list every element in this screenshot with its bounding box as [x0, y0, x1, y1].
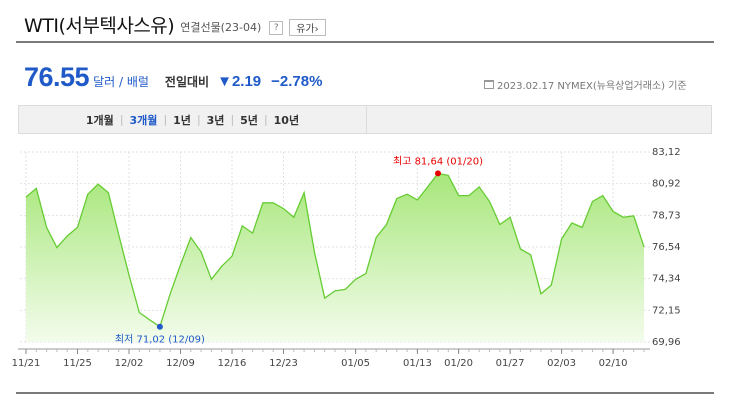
period-tab-4[interactable]: 5년 — [240, 113, 258, 127]
x-tick-label: 12/09 — [166, 358, 195, 369]
period-separator: | — [119, 113, 124, 126]
contract-subtitle: 연결선물(23-04) — [180, 21, 262, 34]
price-line — [25, 172, 645, 328]
y-tick-label: 83,12 — [652, 147, 681, 158]
period-bar: 1개월 | 3개월 | 1년 | 3년 | 5년 | 10년 — [18, 105, 712, 134]
change-label: 전일대비 — [164, 75, 210, 89]
current-price: 76.55 — [24, 62, 90, 92]
price-area — [26, 173, 644, 342]
period-separator: | — [163, 113, 168, 126]
x-tick-label: 11/21 — [12, 358, 41, 369]
period-separator: | — [263, 113, 268, 126]
x-tick-label: 11/25 — [63, 358, 92, 369]
change-value: ▼2.19 — [217, 73, 262, 90]
high-marker — [435, 170, 441, 177]
period-tabs: 1개월 | 3개월 | 1년 | 3년 | 5년 | 10년 — [19, 106, 367, 133]
x-tick-label: 01/05 — [341, 358, 370, 369]
price-row: 76.55 달러 / 배럴 전일대비 ▼2.19 −2.78% — [24, 62, 322, 94]
period-tab-1[interactable]: 3개월 — [129, 113, 158, 127]
x-tick-label: 12/23 — [269, 358, 298, 369]
title-row: WTI(서부텍사스유) 연결선물(23-04) ? 유가› — [24, 8, 326, 38]
x-tick-label: 01/20 — [444, 358, 473, 369]
y-tick-label: 78,73 — [652, 210, 681, 221]
period-tab-0[interactable]: 1개월 — [85, 113, 114, 127]
x-tick-label: 01/27 — [496, 358, 525, 369]
low-label: 최저 71,02 (12/09) — [115, 334, 205, 346]
bottom-divider — [16, 392, 714, 394]
y-tick-label: 69,96 — [652, 337, 681, 348]
period-separator: | — [230, 113, 235, 126]
low-marker — [156, 323, 163, 330]
commodity-type-button[interactable]: 유가› — [289, 19, 326, 36]
calendar-icon — [484, 80, 494, 89]
x-tick-label: 12/16 — [218, 358, 247, 369]
y-tick-label: 72,15 — [652, 305, 681, 316]
period-tab-3[interactable]: 3년 — [206, 113, 225, 127]
x-tick-label: 02/03 — [547, 358, 576, 369]
price-chart: 83,12 80,92 78,73 76,54 74,34 72,15 69,96 11/21… — [12, 147, 681, 369]
change-percent: −2.78% — [271, 73, 323, 90]
y-tick-label: 80,92 — [652, 179, 681, 190]
x-tick-label: 02/10 — [599, 358, 628, 369]
high-label: 최고 81,64 (01/20) — [393, 155, 483, 167]
reference-text: 2023.02.17 NYMEX(뉴욕상업거래소) 기준 — [497, 81, 687, 92]
y-tick-label: 76,54 — [652, 242, 681, 253]
period-tab-2[interactable]: 1년 — [173, 113, 191, 127]
reference-info: 2023.02.17 NYMEX(뉴욕상업거래소) 기준 — [484, 77, 687, 92]
page-title: WTI(서부텍사스유) — [24, 15, 175, 37]
x-tick-label: 12/02 — [115, 358, 144, 369]
help-button[interactable]: ? — [269, 21, 284, 35]
period-separator: | — [196, 113, 201, 126]
price-unit: 달러 / 배럴 — [93, 75, 149, 89]
top-divider — [16, 41, 714, 43]
y-tick-label: 74,34 — [652, 274, 681, 285]
x-tick-label: 01/13 — [403, 358, 432, 369]
period-tab-5[interactable]: 10년 — [273, 113, 300, 127]
